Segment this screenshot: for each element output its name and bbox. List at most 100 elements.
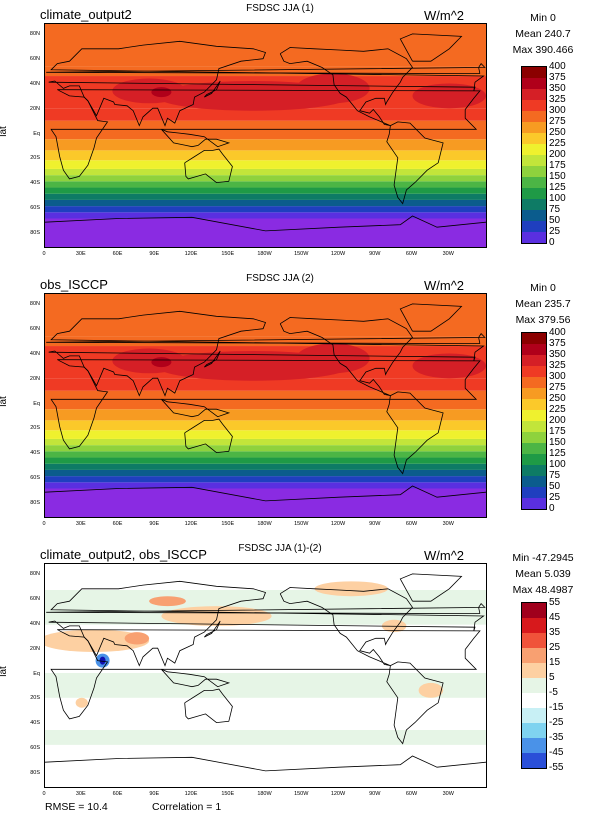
lat-tick-label: 60N <box>29 326 40 333</box>
colorbar-tick-label: 100 <box>549 459 566 470</box>
stat-min: Min -47.2945 <box>512 552 574 564</box>
lat-band <box>45 108 486 121</box>
colorbar-tick-label: -5 <box>549 687 558 698</box>
colorbar-tick-label: 125 <box>549 182 566 193</box>
colorbar-segment <box>522 663 546 678</box>
coastline <box>48 40 485 127</box>
colorbar-tick-label: 275 <box>549 116 566 127</box>
colorbar-tick-label: 50 <box>549 481 561 492</box>
colorbar-tick-label: 150 <box>549 437 566 448</box>
colorbar-tick-label: -55 <box>549 762 564 773</box>
hot-region <box>296 343 370 374</box>
colorbar-segment <box>522 100 546 111</box>
coastline <box>399 303 463 332</box>
colorbar-segment <box>522 693 546 708</box>
lon-tick-label: 90E <box>149 791 160 797</box>
lat-tick-label: 20N <box>29 645 40 652</box>
colorbar-segment <box>522 603 546 618</box>
colorbar-segment <box>522 166 546 177</box>
rmse-label: RMSE = 10.4 <box>45 801 108 813</box>
coastline <box>45 755 486 772</box>
coastline <box>279 47 414 126</box>
colorbar-tick-label: 45 <box>549 612 561 623</box>
units-label: W/m^2 <box>424 548 465 563</box>
diff-region <box>45 629 150 652</box>
colorbar-tick-label: -25 <box>549 717 564 728</box>
colorbar-tick-label: 50 <box>549 215 561 226</box>
stats-block: Min 0 Mean 235.7 Max 379.56 <box>488 280 598 328</box>
hot-region <box>296 73 370 104</box>
lat-band <box>45 139 486 151</box>
lon-tick-label: 30E <box>75 791 86 797</box>
lat-tick-label: 60N <box>29 596 40 603</box>
colorbar-segment <box>522 177 546 188</box>
colorbar-tick-label: 0 <box>549 237 555 248</box>
coastline <box>184 418 233 454</box>
lat-band <box>45 294 486 337</box>
coastline <box>204 350 221 368</box>
diff-region <box>161 606 272 626</box>
lat-band <box>45 430 486 439</box>
lat-tick-label: 40N <box>29 620 40 627</box>
lon-tick-label: 60W <box>405 521 418 527</box>
lat-band <box>45 150 486 161</box>
lon-tick-label: 30E <box>75 251 86 257</box>
colorbar-segment <box>522 498 546 509</box>
lat-band <box>45 187 486 194</box>
colorbar-tick-label: 175 <box>549 160 566 171</box>
panel-left-title: obs_ISCCP <box>40 277 108 292</box>
panel-difference: climate_output2, obs_ISCCP FSDSC JJA (1)… <box>0 540 606 814</box>
colorbar-tick-label: 125 <box>549 448 566 459</box>
lon-tick-label: 150W <box>294 521 309 527</box>
stat-mean: Mean 5.039 <box>515 568 571 580</box>
lat-band <box>45 378 486 391</box>
lat-band <box>45 199 486 207</box>
panel-left-title: climate_output2 <box>40 7 132 22</box>
coastline <box>386 391 444 475</box>
diff-region <box>45 730 486 745</box>
coastline <box>50 359 481 450</box>
panel-center-title: FSDSC JJA (1) <box>246 3 314 14</box>
colorbar-segment <box>522 111 546 122</box>
lat-band <box>45 181 486 188</box>
lon-tick-label: 120W <box>330 791 346 797</box>
colorbar-tick-label: -15 <box>549 702 564 713</box>
lat-band <box>45 409 486 421</box>
colorbar-segment <box>522 648 546 663</box>
colorbar <box>521 66 547 244</box>
colorbar-tick-label: 250 <box>549 393 566 404</box>
colorbar-tick-label: 75 <box>549 204 561 215</box>
lat-tick-label: 60N <box>29 56 40 63</box>
lon-tick-label: 30W <box>442 251 454 257</box>
colorbar-tick-label: 200 <box>549 415 566 426</box>
colorbar-tick-label: 25 <box>549 226 561 237</box>
hot-region <box>412 83 486 109</box>
lat-band <box>45 438 486 446</box>
lon-tick-label: 0 <box>42 251 46 257</box>
lat-tick-label: 80S <box>30 499 40 506</box>
colorbar-tick-label: 275 <box>549 382 566 393</box>
lat-band <box>45 469 486 477</box>
negative-anomaly-core <box>99 656 106 665</box>
lat-band <box>45 175 486 182</box>
colorbar-segment <box>522 210 546 221</box>
coastline <box>46 62 486 74</box>
colorbar-segment <box>522 67 546 78</box>
lat-tick-label: 40S <box>30 450 40 457</box>
colorbar-tick-label: 175 <box>549 426 566 437</box>
colorbar-segment <box>522 410 546 421</box>
lon-tick-label: 180W <box>257 791 272 797</box>
colorbar-tick-label: 300 <box>549 371 566 382</box>
map-svg <box>45 24 486 247</box>
colorbar-segment <box>522 122 546 133</box>
colorbar-segment <box>522 487 546 498</box>
colorbar-segment <box>522 421 546 432</box>
colorbar-segment <box>522 344 546 355</box>
stat-max: Max 48.4987 <box>512 584 574 596</box>
coastline <box>161 398 231 418</box>
diff-region <box>45 673 486 698</box>
coastline <box>46 602 486 614</box>
colorbar-segment <box>522 221 546 232</box>
colorbar-tick-label: 75 <box>549 470 561 481</box>
colorbar-tick-label: 225 <box>549 404 566 415</box>
